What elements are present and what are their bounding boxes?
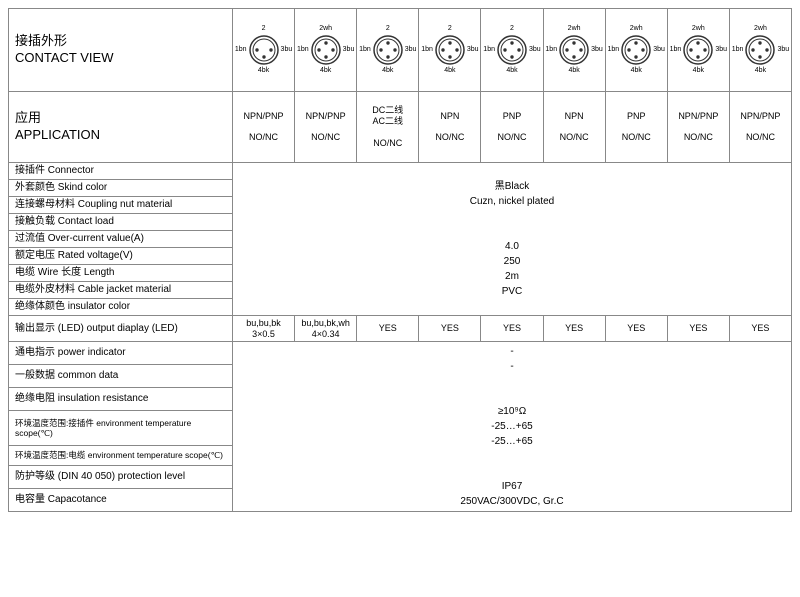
pin-bottom: 4bk (382, 67, 393, 75)
pin-left: 1bn (235, 46, 247, 54)
row-label-rated_voltage: 额定电压 Rated voltage(V) (9, 247, 233, 264)
application-cell: NPN/PNP NO/NC (729, 92, 791, 163)
pin-left: 1bn (297, 46, 309, 54)
pin-left: 1bn (670, 46, 682, 54)
connector-cell: 2wh 1bn 3bu 4bk (667, 9, 729, 92)
pin-bottom: 4bk (755, 67, 766, 75)
pin-right: 3bu (777, 46, 789, 54)
pin-bottom: 4bk (631, 67, 642, 75)
pin-left: 1bn (608, 46, 620, 54)
pin-bottom: 4bk (444, 67, 455, 75)
connector-icon (496, 34, 528, 66)
block-b-values: --≥10⁹Ω-25…+65-25…+65IP67250VAC/300VDC, … (233, 342, 792, 512)
spec-table: 接插外形 CONTACT VIEW 2 1bn 3bu 4bk 2wh 1bn … (8, 8, 792, 512)
row-label-env_temp_cable: 环境温度范围:电缆 environment temperature scope(… (9, 445, 233, 466)
row-label-insulation_res: 绝缘电阻 insulation resistance (9, 388, 233, 411)
block-a-values: 黑BlackCuzn, nickel plated4.02502mPVC (233, 162, 792, 315)
connector-icon (372, 34, 404, 66)
application-cell: NPN NO/NC (543, 92, 605, 163)
application-cell: NPN/PNP NO/NC (667, 92, 729, 163)
pin-right: 3bu (343, 46, 355, 54)
connector-cell: 2 1bn 3bu 4bk (419, 9, 481, 92)
pin-top: 2 (386, 25, 390, 33)
led-cell: YES (481, 315, 543, 342)
connector-icon (744, 34, 776, 66)
row-label-contact_load: 接触负载 Contact load (9, 213, 233, 230)
connector-cell: 2wh 1bn 3bu 4bk (729, 9, 791, 92)
pin-top: 2wh (568, 25, 581, 33)
connector-icon (310, 34, 342, 66)
application-cell: PNP NO/NC (481, 92, 543, 163)
application-cell: PNP NO/NC (605, 92, 667, 163)
connector-icon (248, 34, 280, 66)
led-cell: YES (543, 315, 605, 342)
pin-bottom: 4bk (506, 67, 517, 75)
connector-icon (620, 34, 652, 66)
row-label-protection: 防护等级 (DIN 40 050) protection level (9, 466, 233, 489)
pin-left: 1bn (421, 46, 433, 54)
pin-top: 2 (510, 25, 514, 33)
connector-icon (558, 34, 590, 66)
connector-cell: 2wh 1bn 3bu 4bk (543, 9, 605, 92)
pin-top: 2 (262, 25, 266, 33)
pin-top: 2wh (319, 25, 332, 33)
row-label-capacitance: 电容量 Capacotance (9, 489, 233, 512)
application-cell: NPN/PNP NO/NC (295, 92, 357, 163)
pin-right: 3bu (529, 46, 541, 54)
pin-left: 1bn (545, 46, 557, 54)
row-label-over_current: 过流值 Over-current value(A) (9, 230, 233, 247)
row-label-connector: 接插件 Connector (9, 162, 233, 179)
row-label-env_temp_connector: 环境温度范围:接插件 environment temperature scope… (9, 411, 233, 445)
led-cell: bu,bu,bk3×0.5 (233, 315, 295, 342)
row-label-insulator_color: 绝缘体颜色 insulator color (9, 298, 233, 315)
led-cell: YES (357, 315, 419, 342)
application-cell: NPN NO/NC (419, 92, 481, 163)
pin-right: 3bu (591, 46, 603, 54)
pin-top: 2wh (692, 25, 705, 33)
led-cell: bu,bu,bk,wh4×0.34 (295, 315, 357, 342)
connector-icon (682, 34, 714, 66)
led-cell: YES (667, 315, 729, 342)
pin-right: 3bu (281, 46, 293, 54)
pin-bottom: 4bk (320, 67, 331, 75)
contact-view-header: 接插外形 CONTACT VIEW (9, 9, 233, 92)
pin-left: 1bn (359, 46, 371, 54)
pin-top: 2wh (630, 25, 643, 33)
row-label-skin_color: 外套颜色 Skind color (9, 179, 233, 196)
connector-cell: 2 1bn 3bu 4bk (357, 9, 419, 92)
row-label-common_data: 一般数据 common data (9, 365, 233, 388)
application-header: 应用 APPLICATION (9, 92, 233, 163)
pin-right: 3bu (467, 46, 479, 54)
row-label-wire_length: 电缆 Wire 长度 Length (9, 264, 233, 281)
application-cell: DC二线AC二线 NO/NC (357, 92, 419, 163)
pin-right: 3bu (405, 46, 417, 54)
connector-icon (434, 34, 466, 66)
pin-top: 2 (448, 25, 452, 33)
pin-top: 2wh (754, 25, 767, 33)
pin-bottom: 4bk (568, 67, 579, 75)
connector-cell: 2 1bn 3bu 4bk (481, 9, 543, 92)
pin-left: 1bn (732, 46, 744, 54)
led-cell: YES (605, 315, 667, 342)
connector-cell: 2 1bn 3bu 4bk (233, 9, 295, 92)
pin-bottom: 4bk (258, 67, 269, 75)
pin-right: 3bu (653, 46, 665, 54)
row-label-power_indicator: 通电指示 power indicator (9, 342, 233, 365)
led-cell: YES (419, 315, 481, 342)
row-label-led: 输出显示 (LED) output diaplay (LED) (9, 315, 233, 342)
led-cell: YES (729, 315, 791, 342)
application-cell: NPN/PNP NO/NC (233, 92, 295, 163)
row-label-cable_jacket: 电缆外皮材料 Cable jacket material (9, 281, 233, 298)
connector-cell: 2wh 1bn 3bu 4bk (295, 9, 357, 92)
connector-cell: 2wh 1bn 3bu 4bk (605, 9, 667, 92)
pin-bottom: 4bk (693, 67, 704, 75)
pin-left: 1bn (483, 46, 495, 54)
row-label-coupling_nut: 连接螺母材料 Coupling nut material (9, 196, 233, 213)
pin-right: 3bu (715, 46, 727, 54)
